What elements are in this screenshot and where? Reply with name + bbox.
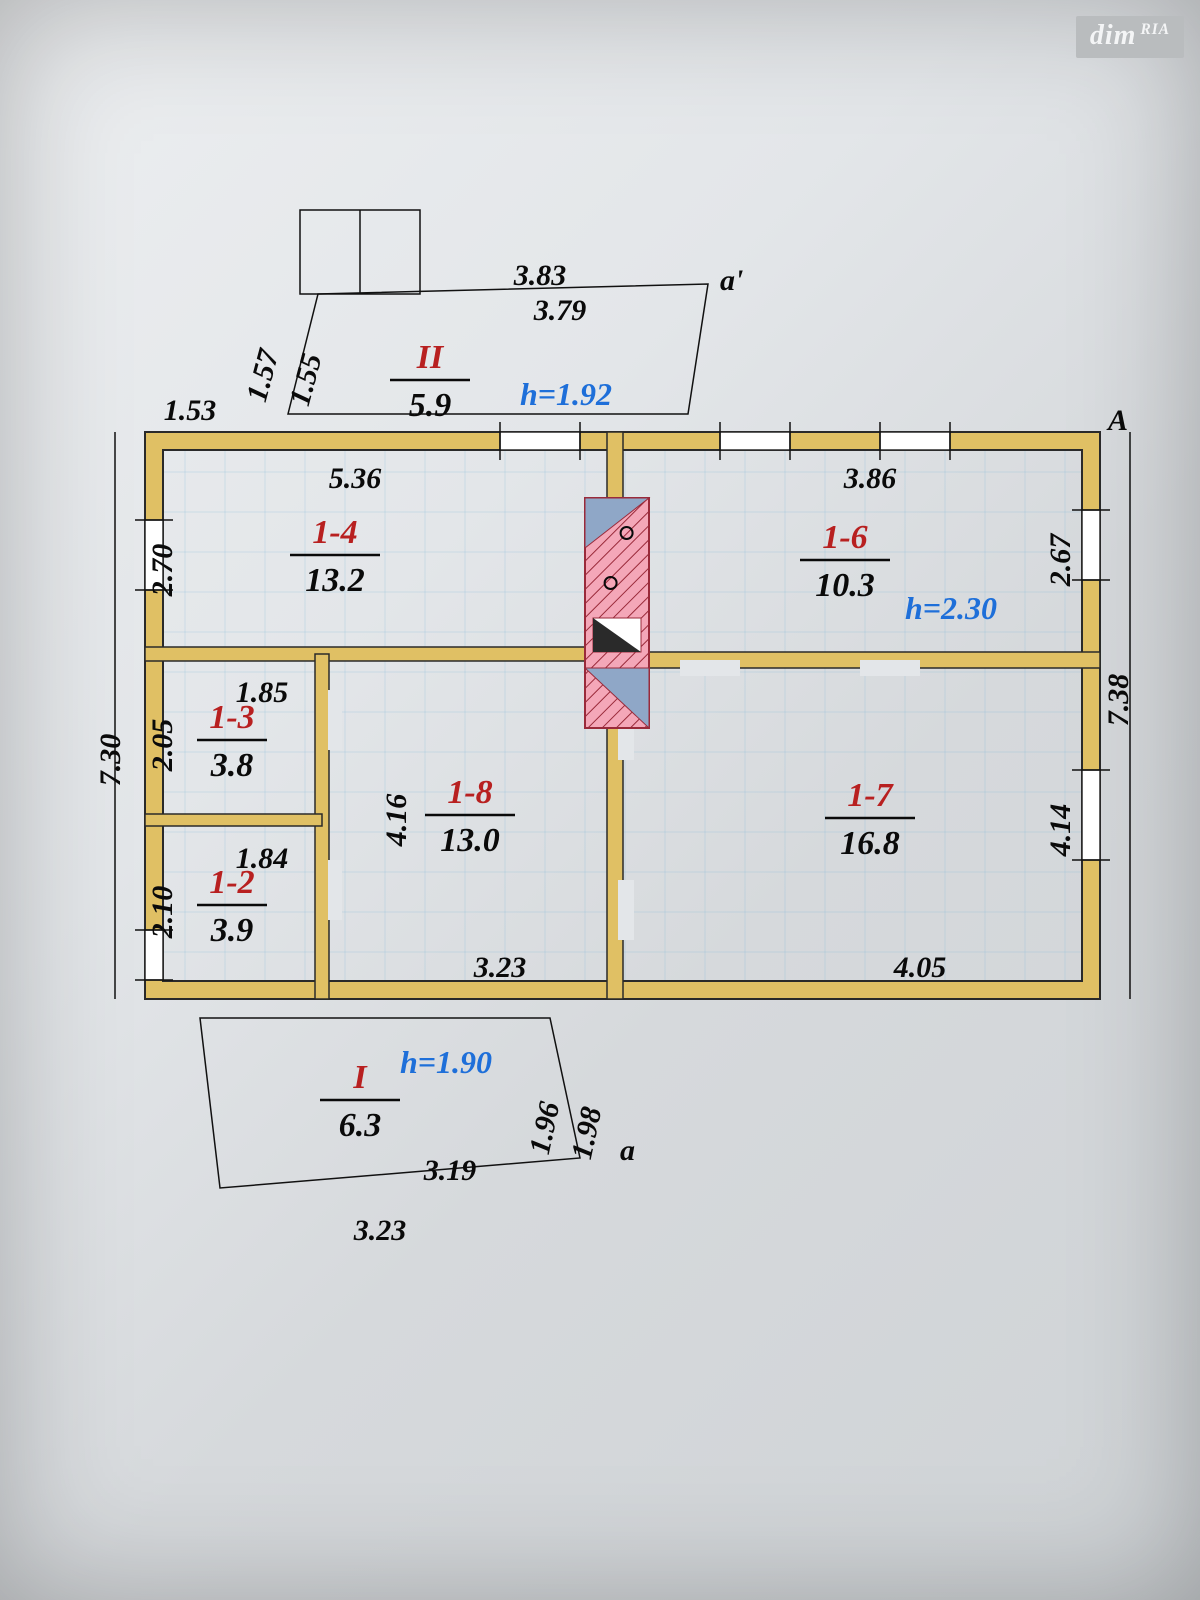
dimension-label: 1.57 [240,345,286,405]
dimension-label: 1.55 [283,350,328,409]
room-area: 5.9 [409,387,452,424]
room-id: 1-7 [847,777,894,814]
watermark-badge: dimRIA [1076,16,1184,58]
dimension-label: 3.23 [473,951,527,984]
dimension-label: 3.83 [513,259,567,292]
dimension-label: 4.05 [893,951,947,984]
watermark-text: dim [1090,20,1137,51]
dimension-label: 3.79 [533,294,587,327]
dimension-label: 5.36 [329,462,382,495]
dimension-label: 7.30 [94,734,127,787]
height-note: h=1.90 [400,1044,492,1080]
dimension-label: 3.19 [423,1154,477,1187]
dimension-label: 1.96 [523,1099,566,1157]
dimension-label: 2.70 [146,544,179,598]
dimension-label: 3.86 [843,462,897,495]
room-id: II [416,339,445,376]
section-label: A [1106,404,1128,437]
room-area: 3.8 [210,747,254,784]
height-note: h=1.92 [520,376,612,412]
dimension-label: 3.23 [353,1214,407,1247]
watermark-suffix: RIA [1140,21,1170,38]
section-label: a' [720,264,743,297]
dimension-label: 2.10 [146,886,179,940]
room-id: I [352,1059,368,1096]
dimension-label: 1.98 [565,1104,608,1162]
dimension-label: 2.67 [1044,533,1077,588]
room-area: 16.8 [840,825,900,862]
dimension-label: 1.85 [236,676,289,709]
section-label: a [620,1134,635,1167]
room-area: 13.0 [440,822,500,859]
room-id: 1-6 [822,519,867,556]
dimension-label: 7.38 [1102,674,1135,727]
room-area: 6.3 [339,1107,382,1144]
dimension-label: 4.14 [1044,804,1077,858]
dimension-label: 1.84 [236,842,289,875]
dimension-label: 4.16 [380,794,413,848]
room-id: 1-4 [312,514,357,551]
dimension-label: 2.05 [146,719,179,773]
dimension-label: 1.53 [164,394,217,427]
height-note: h=2.30 [905,590,997,626]
room-area: 3.9 [210,912,254,949]
room-id: 1-8 [447,774,492,811]
room-area: 13.2 [305,562,365,599]
room-area: 10.3 [815,567,875,604]
floorplan-svg: 1-413.21-610.31-33.81-23.91-813.01-716.8… [0,0,1200,1600]
